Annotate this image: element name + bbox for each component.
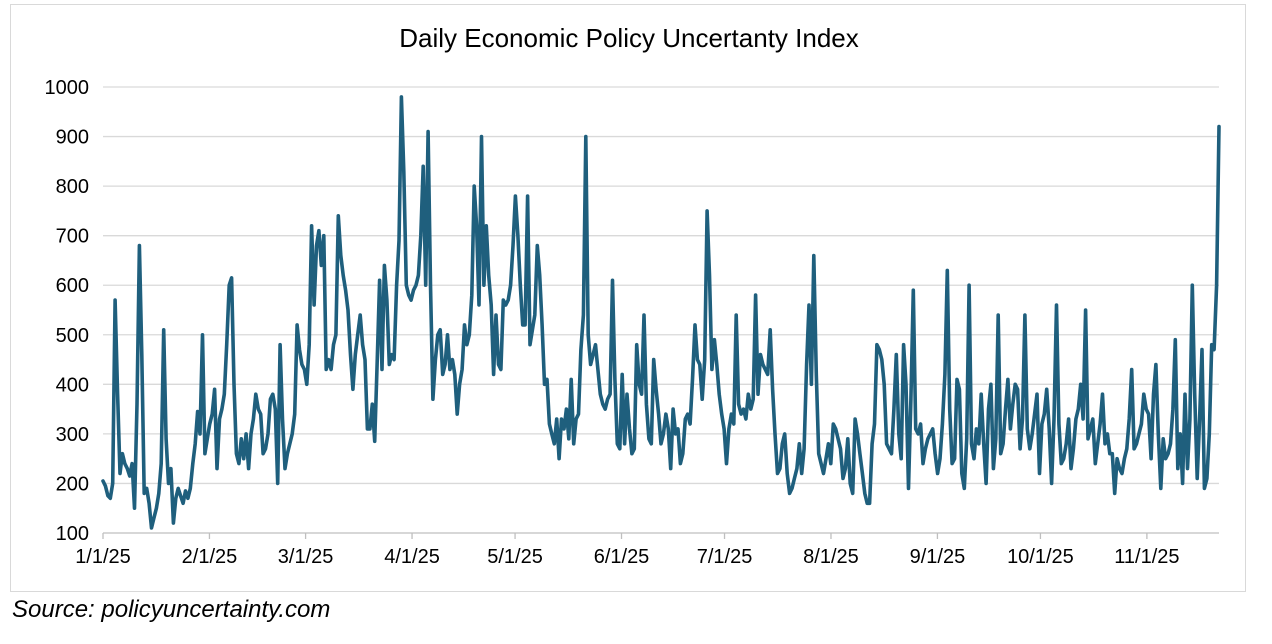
x-tick-label: 4/1/25 bbox=[384, 546, 440, 568]
x-tick-label: 3/1/25 bbox=[278, 546, 334, 568]
series-line bbox=[101, 95, 1221, 530]
y-tick-label: 700 bbox=[56, 226, 89, 248]
x-tick-label: 7/1/25 bbox=[697, 546, 753, 568]
x-tick-label: 2/1/25 bbox=[182, 546, 238, 568]
y-tick-label: 600 bbox=[56, 275, 89, 297]
x-tick-label: 11/1/25 bbox=[1114, 546, 1179, 568]
x-tick-label: 1/1/25 bbox=[75, 546, 131, 568]
chart-title: Daily Economic Policy Uncertanty Index bbox=[399, 23, 859, 53]
x-tick-label: 10/1/25 bbox=[1007, 546, 1074, 568]
y-tick-label: 100 bbox=[56, 523, 89, 545]
axes: 100 200 300 400 500 600 700 800 900 1000 1/1/25 2/1… bbox=[45, 77, 1180, 568]
y-tick-label: 500 bbox=[56, 325, 89, 347]
y-tick-label: 1000 bbox=[45, 77, 90, 99]
x-tick-label: 5/1/25 bbox=[487, 546, 543, 568]
y-tick-label: 400 bbox=[56, 374, 89, 396]
chart-frame: Daily Economic Policy Uncertanty Index 1… bbox=[10, 4, 1246, 592]
gridlines bbox=[103, 86, 1219, 534]
line-chart: Daily Economic Policy Uncertanty Index 1… bbox=[45, 23, 1221, 568]
source-note: Source: policyuncertainty.com bbox=[12, 596, 331, 623]
y-tick-label: 900 bbox=[56, 127, 89, 149]
y-tick-label: 800 bbox=[56, 176, 89, 198]
y-tick-label: 200 bbox=[56, 473, 89, 495]
x-tick-label: 9/1/25 bbox=[910, 546, 966, 568]
x-tick-label: 8/1/25 bbox=[803, 546, 859, 568]
x-tick-label: 6/1/25 bbox=[594, 546, 650, 568]
y-tick-label: 300 bbox=[56, 424, 89, 446]
series-layer bbox=[101, 95, 1221, 530]
